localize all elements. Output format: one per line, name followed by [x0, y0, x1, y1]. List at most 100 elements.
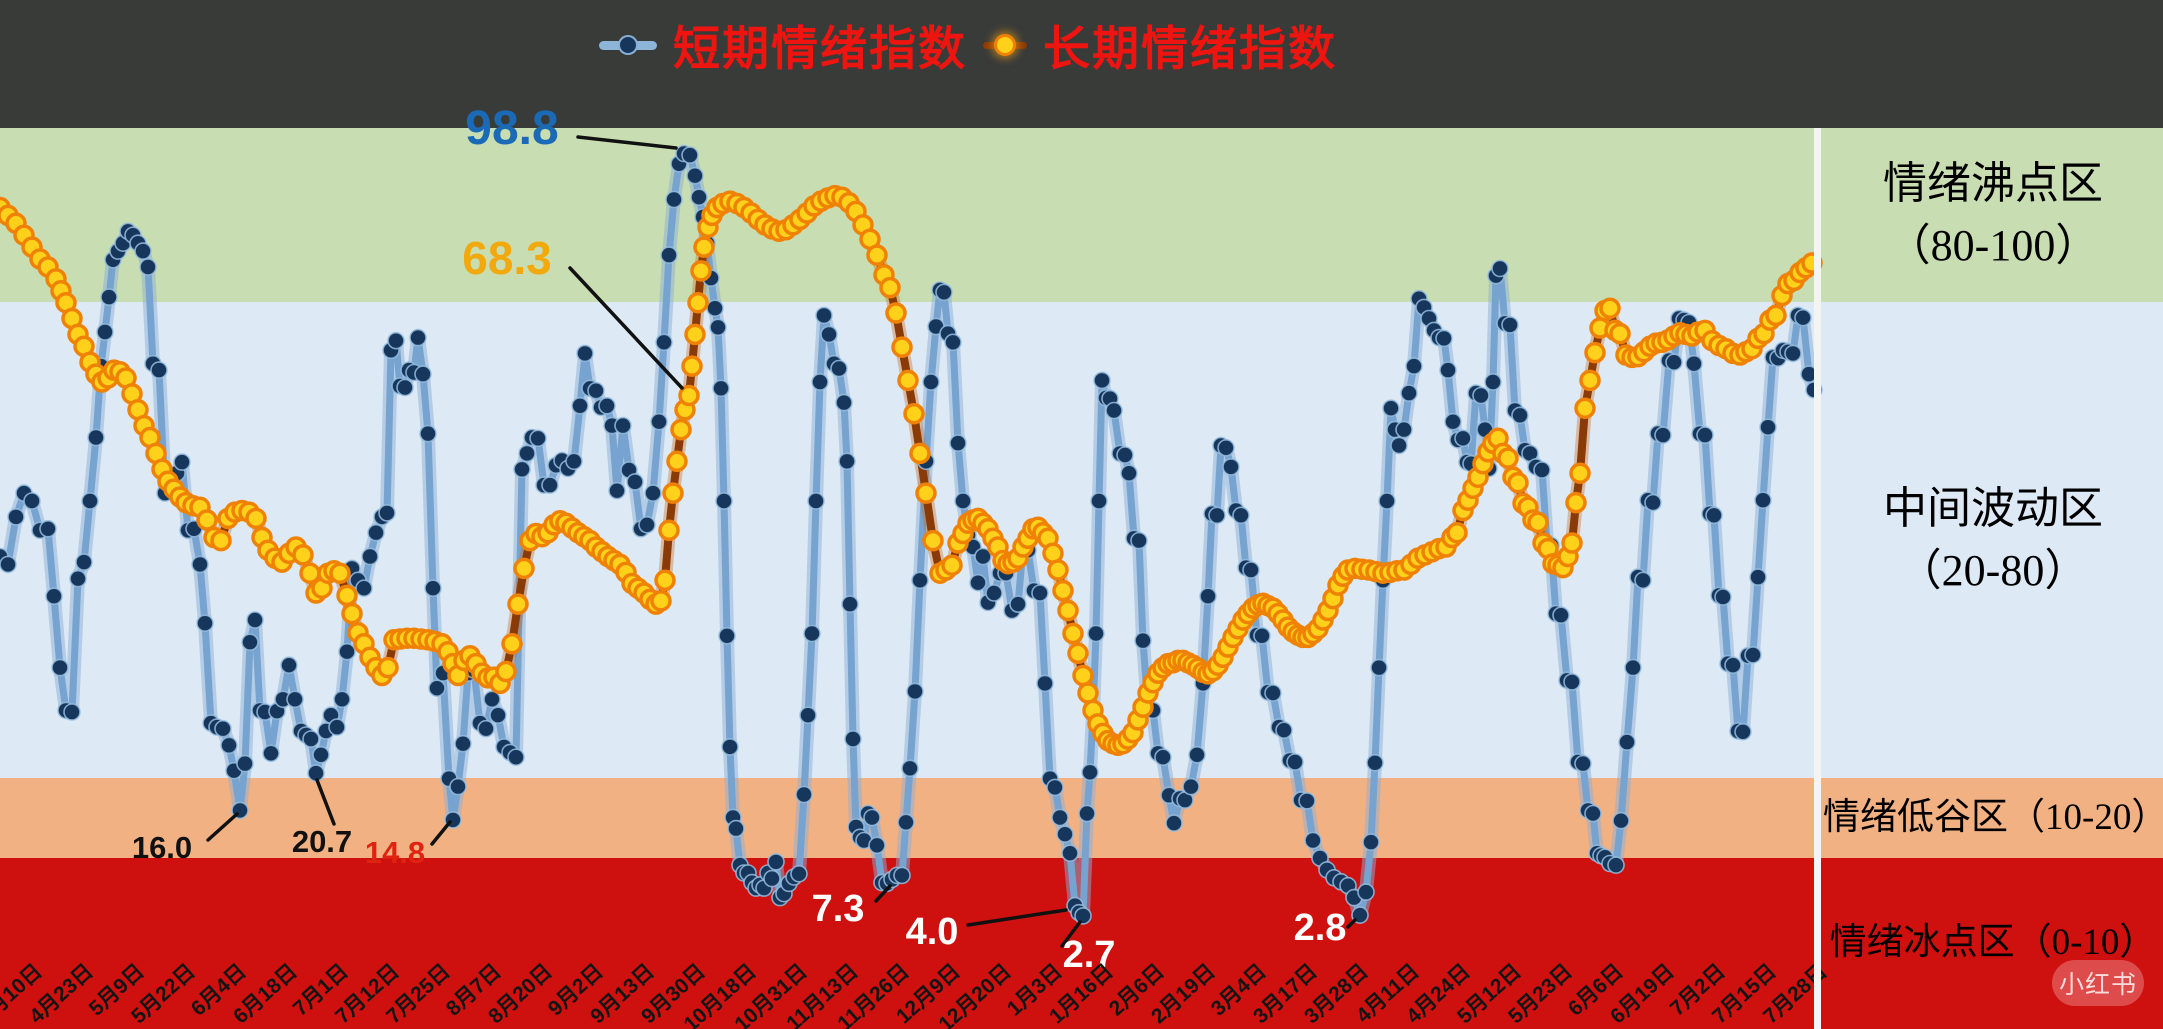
data-point [1472, 386, 1490, 405]
data-point [541, 476, 559, 494]
data-point [1599, 297, 1621, 319]
data-point [654, 569, 676, 592]
data-point [690, 188, 708, 206]
data-point [23, 492, 41, 510]
data-point [1120, 464, 1138, 483]
data-point [245, 507, 267, 530]
data-point [1574, 397, 1596, 419]
data-point [414, 365, 432, 383]
annotation-leader-98.8 [576, 135, 678, 150]
data-point [1057, 599, 1079, 622]
data-point [312, 745, 330, 764]
data-point [715, 492, 733, 510]
data-point [727, 819, 745, 838]
data-point [830, 359, 848, 378]
data-point [1484, 373, 1502, 391]
data-point [1047, 559, 1069, 581]
data-point [1400, 384, 1418, 402]
data-point [891, 336, 913, 358]
annotation-leader-20.7 [315, 778, 336, 826]
data-point [1533, 461, 1551, 479]
annotation-leader-68.3 [568, 266, 684, 390]
data-point [507, 593, 529, 615]
data-point [280, 656, 298, 675]
data-point [1090, 492, 1108, 510]
data-point [901, 759, 919, 778]
data-point [387, 331, 405, 350]
data-point [96, 323, 114, 341]
data-point [1264, 684, 1282, 702]
data-point [51, 658, 69, 677]
data-point [565, 452, 583, 471]
data-point [915, 482, 937, 504]
data-point [173, 453, 191, 471]
data-point [681, 146, 699, 164]
data-point [670, 418, 692, 441]
data-point [367, 523, 385, 542]
data-point [576, 344, 594, 363]
data-point [1286, 753, 1304, 771]
data-point [87, 428, 105, 447]
data-point [626, 473, 644, 491]
annotation-value-4.0: 4.0 [906, 911, 959, 953]
data-point [885, 302, 907, 324]
annotation-leader-16.0 [206, 812, 239, 842]
data-point [709, 318, 727, 337]
data-point [1217, 438, 1235, 457]
data-point [799, 706, 817, 725]
data-point [428, 679, 446, 698]
data-point [665, 190, 683, 209]
data-point [1081, 763, 1099, 782]
chart-legend: 短期情绪指数 长期情绪指数 [599, 10, 1337, 79]
annotation-value-16.0: 16.0 [132, 830, 192, 865]
data-point [1579, 369, 1601, 392]
data-point [1222, 458, 1240, 476]
data-point [1052, 579, 1074, 602]
data-point [1067, 642, 1089, 665]
data-point [1612, 811, 1630, 830]
data-point [866, 244, 888, 266]
data-point [922, 529, 944, 552]
data-point [767, 853, 785, 871]
data-point [419, 424, 437, 443]
data-point [489, 706, 507, 725]
long-term-markers [0, 184, 1823, 757]
watermark-badge: 小红书 [2052, 960, 2144, 1006]
data-point [134, 242, 152, 260]
data-point [338, 642, 356, 661]
data-point [1574, 754, 1592, 773]
data-point [292, 544, 314, 566]
data-point [1439, 361, 1457, 379]
data-point [1759, 418, 1777, 437]
data-point [790, 864, 808, 883]
data-point [1130, 531, 1148, 550]
data-point [100, 288, 118, 306]
data-point [1087, 624, 1105, 643]
data-point [378, 504, 396, 522]
data-point [587, 381, 605, 400]
data-point [1491, 259, 1509, 278]
data-point [1275, 721, 1293, 740]
annotation-leader-4.0 [966, 908, 1068, 927]
data-point [139, 258, 157, 276]
data-point [507, 748, 525, 767]
data-point [909, 442, 931, 465]
data-point [341, 602, 363, 625]
data-point [1208, 506, 1226, 525]
data-point [1624, 658, 1642, 677]
data-point [241, 633, 259, 652]
data-point [1093, 371, 1111, 390]
data-point [868, 836, 886, 855]
data-point [1654, 426, 1672, 444]
data-point [1634, 571, 1652, 590]
data-point [262, 744, 280, 763]
data-point [39, 519, 57, 538]
data-point [329, 562, 351, 584]
data-point [893, 866, 911, 885]
data-point [1644, 493, 1662, 512]
data-point [650, 590, 672, 612]
data-point [598, 396, 616, 415]
data-point [333, 690, 351, 709]
data-point [638, 515, 656, 534]
